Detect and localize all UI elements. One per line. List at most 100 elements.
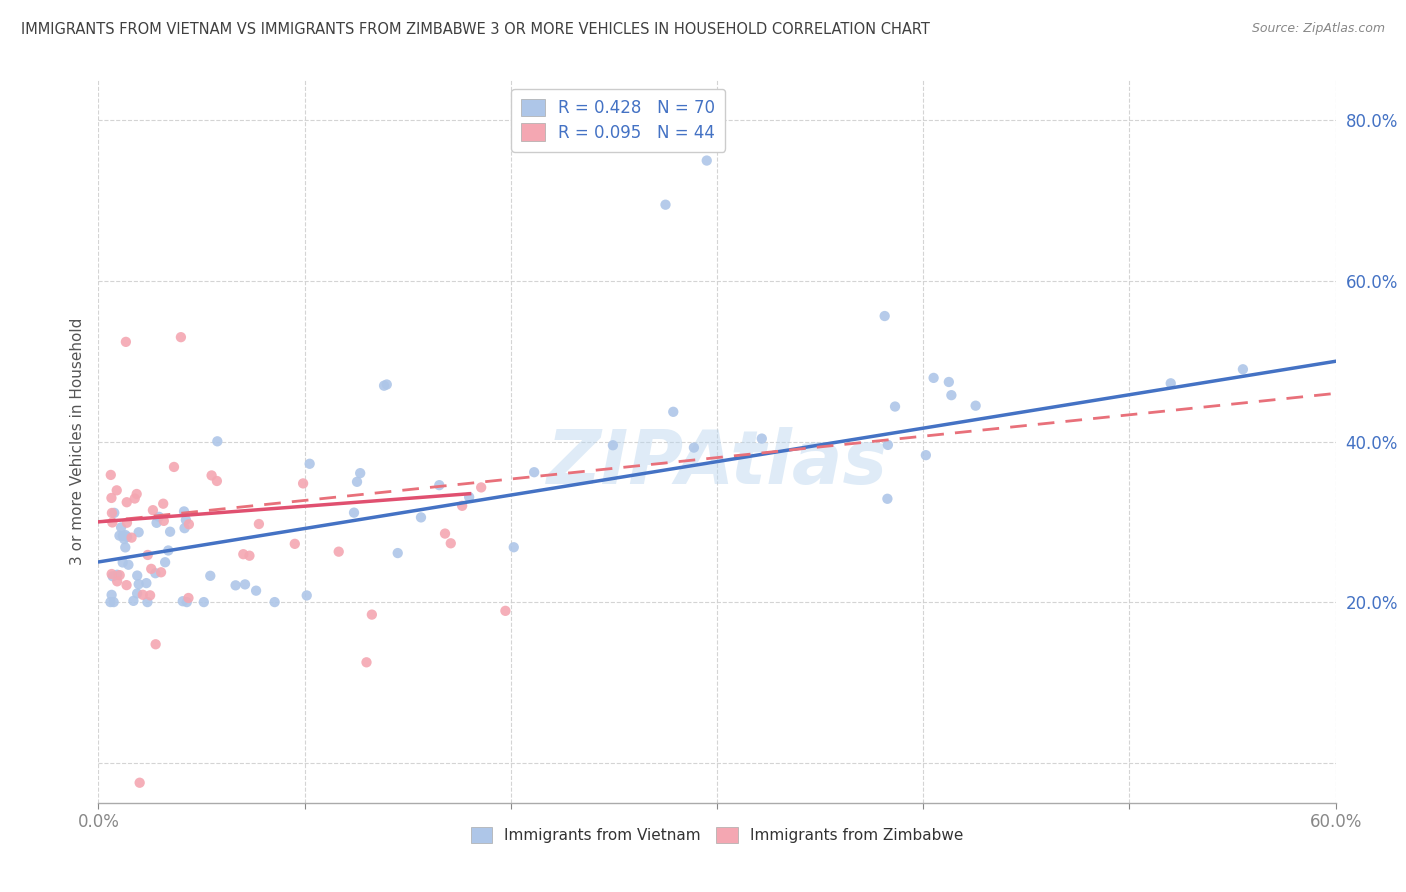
Point xyxy=(375,377,398,392)
Point xyxy=(112,532,135,546)
Point xyxy=(157,543,180,558)
Point xyxy=(193,595,215,609)
Point xyxy=(101,569,124,583)
Point xyxy=(751,432,773,446)
Point xyxy=(654,197,676,211)
Point xyxy=(136,595,159,609)
Point xyxy=(173,521,195,535)
Point xyxy=(124,491,146,506)
Point xyxy=(101,516,124,530)
Point xyxy=(173,504,195,518)
Point xyxy=(200,569,222,583)
Point xyxy=(136,548,159,562)
Point xyxy=(938,375,960,389)
Point xyxy=(245,583,267,598)
Point xyxy=(427,478,450,492)
Point xyxy=(145,637,167,651)
Point xyxy=(915,448,938,462)
Point xyxy=(128,577,150,591)
Point xyxy=(114,528,136,542)
Point xyxy=(232,547,254,561)
Point xyxy=(127,568,149,582)
Point xyxy=(470,480,492,494)
Point xyxy=(108,568,131,582)
Point xyxy=(346,475,368,489)
Point xyxy=(152,514,174,528)
Point xyxy=(965,399,987,413)
Point xyxy=(100,595,122,609)
Point xyxy=(101,506,124,520)
Point xyxy=(145,516,167,530)
Point xyxy=(373,378,395,392)
Point xyxy=(159,524,181,539)
Point xyxy=(247,516,270,531)
Point xyxy=(884,400,907,414)
Point xyxy=(172,594,194,608)
Point xyxy=(100,567,122,582)
Point xyxy=(343,506,366,520)
Point xyxy=(696,153,718,168)
Point xyxy=(494,604,516,618)
Point xyxy=(205,474,228,488)
Point xyxy=(105,574,128,589)
Point xyxy=(238,549,260,563)
Point xyxy=(225,578,247,592)
Point xyxy=(103,506,125,520)
Point xyxy=(356,655,378,669)
Point xyxy=(177,517,200,532)
Text: ZIPAtlas: ZIPAtlas xyxy=(547,426,887,500)
Point xyxy=(207,434,229,449)
Point xyxy=(145,566,167,581)
Point xyxy=(662,405,685,419)
Point xyxy=(100,588,122,602)
Point xyxy=(105,483,128,498)
Point xyxy=(108,528,131,542)
Point xyxy=(409,510,432,524)
Point xyxy=(176,595,198,609)
Point xyxy=(111,529,134,543)
Point xyxy=(263,595,285,609)
Point xyxy=(150,566,173,580)
Point xyxy=(132,588,155,602)
Point xyxy=(148,509,170,524)
Point xyxy=(142,503,165,517)
Point xyxy=(125,487,148,501)
Point xyxy=(141,562,163,576)
Point xyxy=(177,591,200,605)
Point xyxy=(114,541,136,555)
Point xyxy=(121,531,143,545)
Point xyxy=(295,589,318,603)
Point xyxy=(1160,376,1182,391)
Point xyxy=(387,546,409,560)
Point xyxy=(440,536,463,550)
Point xyxy=(434,526,457,541)
Legend: Immigrants from Vietnam, Immigrants from Zimbabwe: Immigrants from Vietnam, Immigrants from… xyxy=(465,822,969,849)
Point xyxy=(458,490,481,504)
Point xyxy=(100,491,122,505)
Point xyxy=(103,595,125,609)
Point xyxy=(111,556,134,570)
Point xyxy=(117,558,139,572)
Point xyxy=(873,309,896,323)
Y-axis label: 3 or more Vehicles in Household: 3 or more Vehicles in Household xyxy=(69,318,84,566)
Text: IMMIGRANTS FROM VIETNAM VS IMMIGRANTS FROM ZIMBABWE 3 OR MORE VEHICLES IN HOUSEH: IMMIGRANTS FROM VIETNAM VS IMMIGRANTS FR… xyxy=(21,22,929,37)
Point xyxy=(941,388,963,402)
Text: Source: ZipAtlas.com: Source: ZipAtlas.com xyxy=(1251,22,1385,36)
Point xyxy=(135,576,157,591)
Point xyxy=(1232,362,1254,376)
Point xyxy=(153,555,176,569)
Point xyxy=(115,530,138,544)
Point xyxy=(922,371,945,385)
Point xyxy=(105,567,128,582)
Point xyxy=(349,466,371,480)
Point xyxy=(122,594,145,608)
Point xyxy=(683,441,706,455)
Point xyxy=(115,578,138,592)
Point xyxy=(115,495,138,509)
Point xyxy=(115,334,138,349)
Point xyxy=(174,513,197,527)
Point xyxy=(451,499,474,513)
Point xyxy=(877,438,900,452)
Point xyxy=(292,476,315,491)
Point xyxy=(284,537,307,551)
